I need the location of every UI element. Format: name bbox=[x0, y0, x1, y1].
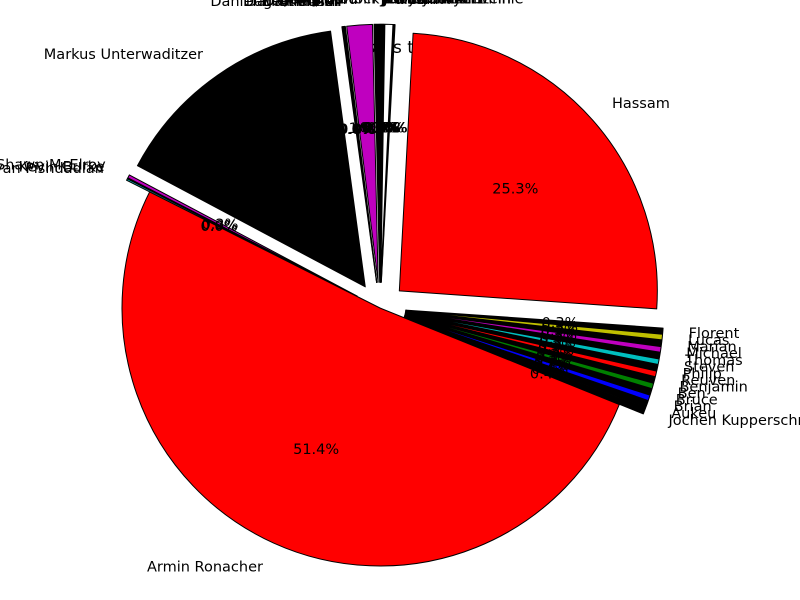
pct-label-tony-narlock: 0.0% bbox=[361, 120, 398, 136]
pie-slice-bruce bbox=[404, 315, 653, 396]
pct-label-benjamin: 0.3% bbox=[536, 347, 573, 363]
pct-label-kevin-burke: 0.0% bbox=[201, 218, 238, 234]
slice-label-reuven: Reuven bbox=[681, 373, 735, 389]
slice-label-keyan-pishdadian: Keyan Pishdadian bbox=[0, 161, 104, 177]
pct-label-alsam: 0.0% bbox=[370, 121, 407, 137]
slice-label-david-lord: David Lord bbox=[280, 0, 358, 8]
pie-slice-reuven bbox=[404, 313, 658, 378]
pct-label-dan-colish: 0.0% bbox=[339, 122, 376, 138]
slice-label-ron-duplain: Ron DuPlain bbox=[390, 0, 477, 8]
pct-label-thomas: 0.3% bbox=[540, 331, 577, 347]
pie-slice-labels: Hassam IPearFXalsamRon DuPlainKenneth Rei… bbox=[0, 0, 800, 576]
slice-label-hassam: Hassam bbox=[612, 96, 670, 112]
pct-label-aukeu: 0.4% bbox=[531, 362, 568, 378]
slice-label-alsam: alsam bbox=[395, 0, 438, 8]
pie-slice-aukeu bbox=[403, 316, 649, 408]
pie-slice-lucas bbox=[405, 310, 664, 341]
slice-label-ben: Ben bbox=[678, 386, 706, 402]
slice-label-james-saryerwinnie: James Saryerwinnie bbox=[379, 0, 523, 7]
pct-label-daniel-neuha-user: 0.0% bbox=[338, 122, 375, 138]
slice-label-armin-ronacher: Armin Ronacher bbox=[147, 560, 263, 576]
slice-label-thomas: Thomas bbox=[684, 353, 742, 369]
pie-slice-joseph-dunn bbox=[373, 23, 381, 283]
slice-label-michael: Michael bbox=[686, 346, 742, 362]
pct-label-ron-duplain: 0.5% bbox=[367, 120, 404, 136]
slice-label-shawn-mcelroy: Shawn McElroy bbox=[0, 157, 106, 173]
pie-slice-michael bbox=[405, 311, 662, 353]
pct-label-dag-odenhall: 0.0% bbox=[339, 122, 376, 138]
pct-label-david-lord: 1.6% bbox=[349, 121, 386, 137]
pct-label-michael: 0.3% bbox=[540, 327, 577, 343]
pct-label-reuven: 0.3% bbox=[537, 343, 574, 359]
slice-label-jeff-widman: Jeff Widman bbox=[380, 0, 468, 7]
slice-label-dan-colish: Dan Colish bbox=[263, 0, 341, 10]
slice-label-aukeu: Aukeu bbox=[671, 406, 716, 422]
pie-slice-steven bbox=[404, 312, 660, 366]
slice-label-ipearfx: IPearFX bbox=[396, 0, 451, 8]
slice-label-benjamin: Benjamin bbox=[679, 380, 747, 396]
slice-label-daniel-smith: Daniel Smith bbox=[246, 0, 339, 10]
pie-percent-labels: 25.3%0.0%0.0%0.5%0.0%0.0%0.0%0.0%0.0%0.0… bbox=[201, 120, 579, 458]
pie-slice-david-lord bbox=[346, 23, 379, 283]
pie-slice-brian bbox=[403, 315, 651, 402]
pie-slice-armin-ronacher bbox=[121, 191, 620, 567]
slice-label-markus-unterwaditzer: Markus Unterwaditzer bbox=[44, 47, 203, 63]
pct-label-jeffrey-finkelstein: 0.0% bbox=[364, 120, 401, 136]
slice-label-marian: Marian bbox=[687, 340, 736, 356]
pct-label-daniel-smith: 0.0% bbox=[338, 122, 375, 138]
slice-label-brian: Brian bbox=[674, 399, 712, 415]
slice-label-dag-odenhall: Dag Odenhall bbox=[243, 0, 342, 10]
slice-label-bruce: Bruce bbox=[676, 393, 718, 409]
pct-label-brian: 0.3% bbox=[533, 358, 570, 374]
slice-label-joseph-dunn: Joseph Dunn bbox=[284, 0, 376, 7]
slice-label-jochen-kupperschmidt: Jochen Kupperschmidt bbox=[668, 413, 800, 429]
pct-label-hassam: 25.3% bbox=[492, 181, 538, 197]
pct-label-jochen-kupperschmidt: 0.4% bbox=[530, 366, 567, 382]
pct-label-ipearfx: 0.0% bbox=[371, 121, 408, 137]
slice-label-lucas: Lucas bbox=[688, 333, 729, 349]
pie-slice-markus-unterwaditzer bbox=[136, 30, 366, 288]
slice-label-kevin-burke: Kevin Burke bbox=[19, 160, 105, 176]
pie-slice-hassam bbox=[398, 32, 658, 310]
pie-slice-jochen-kupperschmidt bbox=[403, 316, 647, 415]
pct-label-joseph-dunn: 0.3% bbox=[359, 120, 396, 136]
pct-label-shawn-mcelroy: 0.2% bbox=[202, 217, 239, 233]
slice-label-steven: Steven bbox=[684, 360, 735, 376]
pct-label-florent: 0.3% bbox=[542, 316, 579, 332]
slice-label-kenneth-reitz: Kenneth Reitz bbox=[384, 0, 484, 7]
pct-label-markus-unterwaditzer: 15.1% bbox=[254, 153, 300, 169]
slice-label-jeffrey-finkelstein: Jeffrey Finkelstein bbox=[382, 0, 511, 7]
pie-slice-philip bbox=[404, 312, 659, 372]
pct-label-ben: 0.3% bbox=[535, 351, 572, 367]
slice-label-florent: Florent bbox=[689, 326, 740, 342]
slice-label-tony-narlock: Tony Narlock bbox=[286, 0, 380, 7]
pct-label-armin-ronacher: 51.4% bbox=[293, 442, 339, 458]
pct-label-jeff-widman: 0.0% bbox=[362, 120, 399, 136]
pie-slice-thomas bbox=[404, 311, 661, 359]
pie-slice-marian bbox=[405, 310, 663, 347]
pct-label-philip: 0.3% bbox=[538, 339, 575, 355]
pct-label-kenneth-reitz: 0.0% bbox=[364, 120, 401, 136]
slice-label-daniel-neuha-user: Daniel Neuhäuser bbox=[210, 0, 340, 10]
pie-slice-daniel-smith bbox=[341, 26, 378, 283]
pct-label-bruce: 0.3% bbox=[534, 354, 571, 370]
pie-slice-florent bbox=[405, 309, 664, 335]
slice-label-jerry-smith: Jerry Smith bbox=[381, 0, 462, 7]
pie-slice-ben bbox=[404, 314, 655, 390]
pie-slice-benjamin bbox=[404, 314, 656, 384]
pct-label-lucas: 0.3% bbox=[541, 320, 578, 336]
pct-label-james-saryerwinnie: 0.0% bbox=[362, 120, 399, 136]
pct-label-marian: 0.3% bbox=[541, 323, 578, 339]
pct-label-jerry-smith: 0.0% bbox=[363, 120, 400, 136]
pie-slices bbox=[121, 23, 664, 567]
slice-label-philip: Philip bbox=[683, 366, 722, 382]
pct-label-keyan-pishdadian: 0.0% bbox=[201, 219, 238, 235]
pct-label-steven: 0.3% bbox=[539, 335, 576, 351]
